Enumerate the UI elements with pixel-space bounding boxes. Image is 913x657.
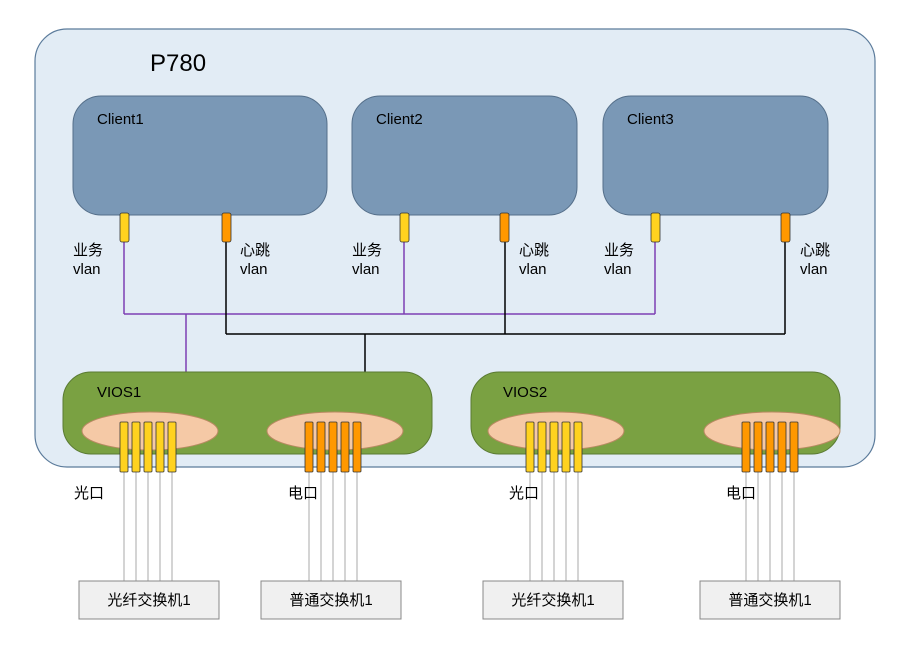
adapter-port [538,422,546,472]
switch-label: 光纤交换机1 [79,591,219,611]
adapter-port [754,422,762,472]
client-port [500,213,509,242]
client-port [400,213,409,242]
adapter-port [526,422,534,472]
adapter-port [766,422,774,472]
port-group-label: 光口 [74,484,104,504]
switch-label: 普通交换机1 [261,591,401,611]
client-port [222,213,231,242]
switch-label: 普通交换机1 [700,591,840,611]
adapter-port [574,422,582,472]
adapter-port [341,422,349,472]
port-group-label: 电口 [288,484,318,504]
adapter-port [120,422,128,472]
adapter-port [168,422,176,472]
adapter-port [778,422,786,472]
adapter-port [550,422,558,472]
client-port-label: vlan [604,260,632,280]
adapter-port [305,422,313,472]
port-group-label: 光口 [509,484,539,504]
client-port-label: vlan [800,260,828,280]
vios-label: VIOS1 [97,383,141,403]
client-port [120,213,129,242]
adapter-port [132,422,140,472]
vios-label: VIOS2 [503,383,547,403]
client-port-label: 业务 [73,241,103,261]
adapter-port [144,422,152,472]
client-port-label: 心跳 [800,241,830,261]
adapter-port [790,422,798,472]
adapter-port [353,422,361,472]
diagram-title: P780 [150,50,206,78]
client-port-label: 心跳 [240,241,270,261]
client-port [651,213,660,242]
adapter-port [329,422,337,472]
adapter-port [742,422,750,472]
client-port [781,213,790,242]
client-port-label: vlan [73,260,101,280]
client-port-label: 心跳 [519,241,549,261]
client-port-label: 业务 [604,241,634,261]
client-port-label: vlan [519,260,547,280]
client-label: Client1 [97,110,144,130]
adapter-port [156,422,164,472]
client-label: Client2 [376,110,423,130]
adapter-port [562,422,570,472]
switch-label: 光纤交换机1 [483,591,623,611]
client-port-label: 业务 [352,241,382,261]
adapter-port [317,422,325,472]
port-group-label: 电口 [726,484,756,504]
client-label: Client3 [627,110,674,130]
client-port-label: vlan [240,260,268,280]
client-port-label: vlan [352,260,380,280]
